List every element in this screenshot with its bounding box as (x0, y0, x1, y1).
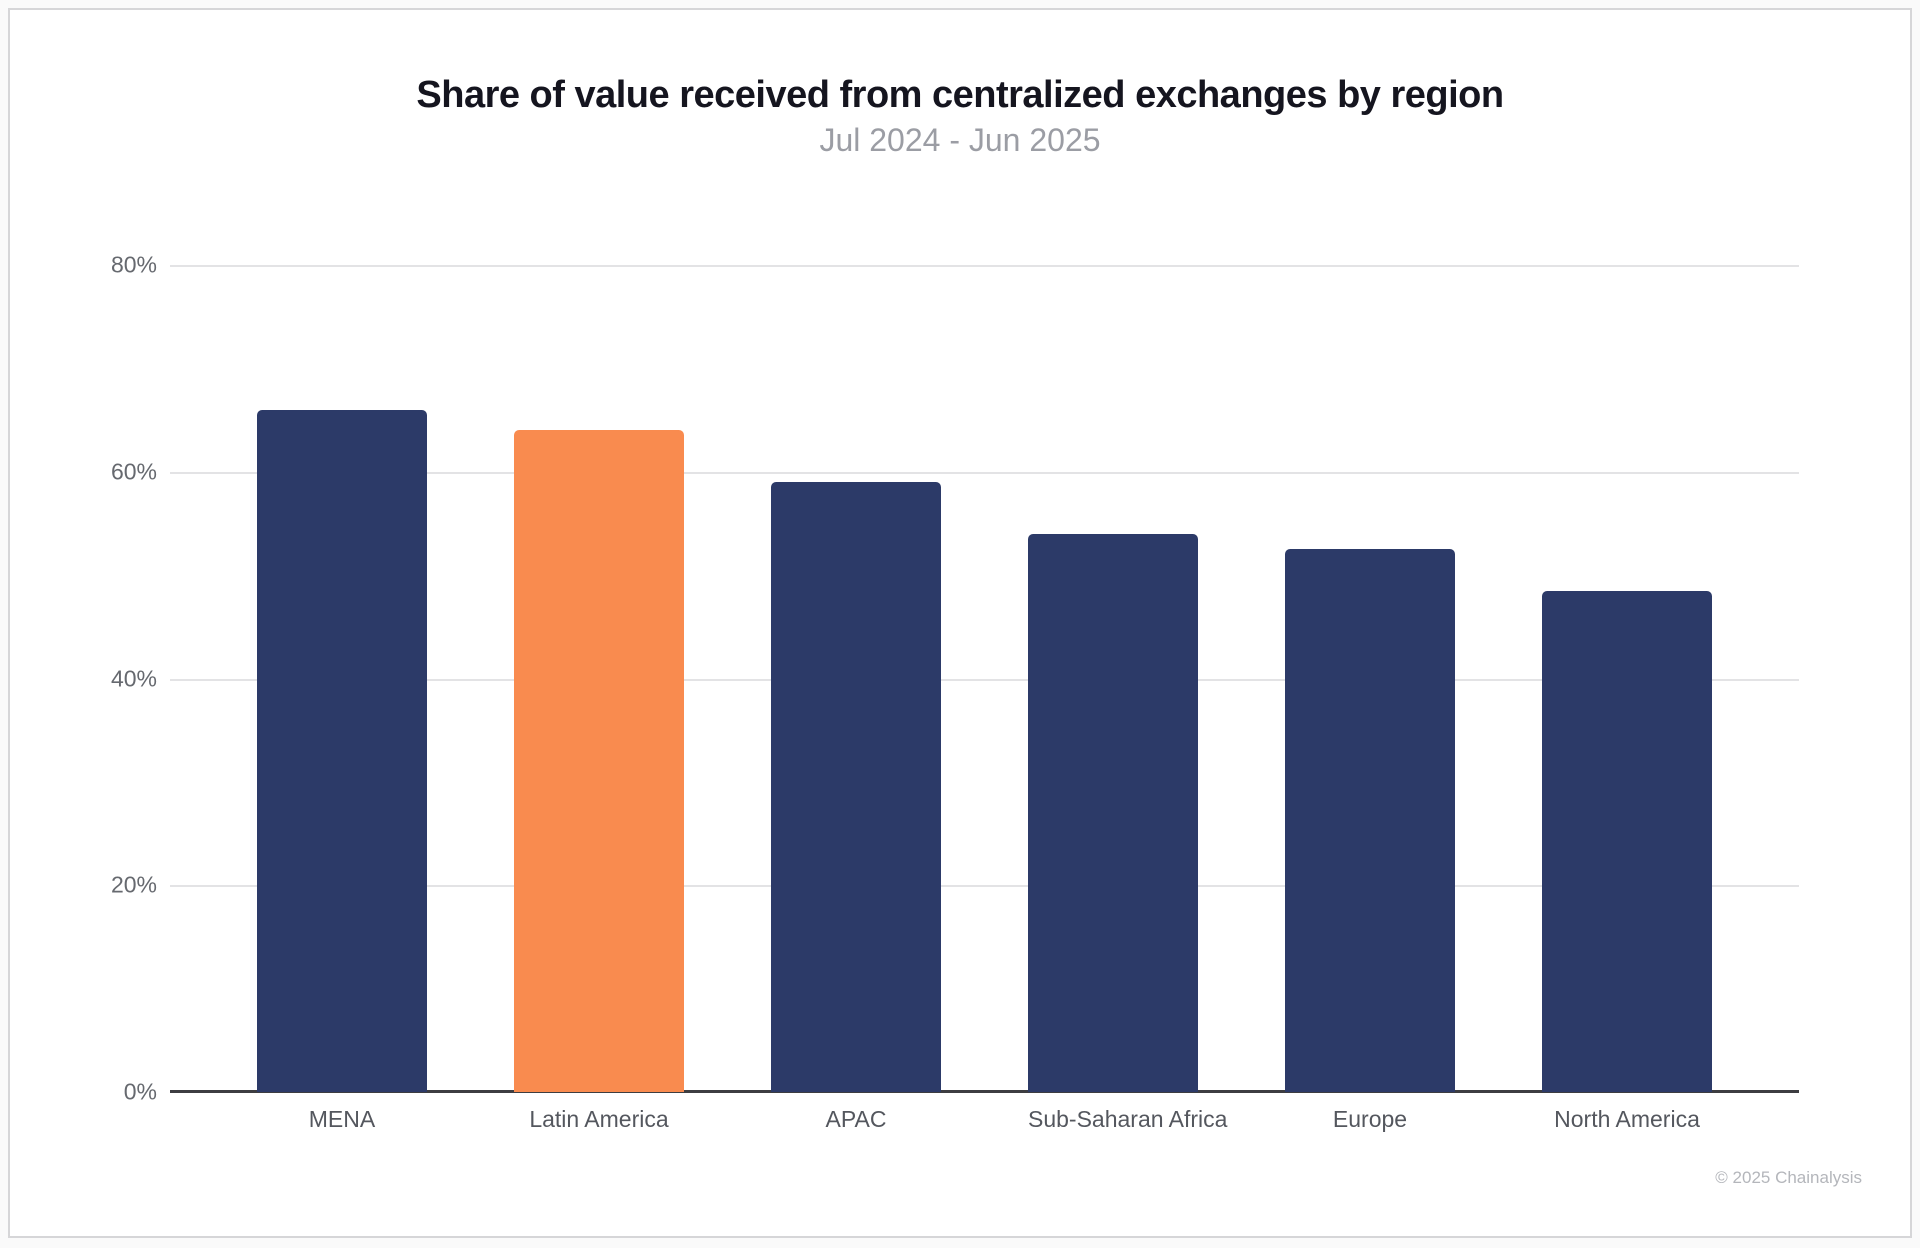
copyright-note: © 2025 Chainalysis (1715, 1168, 1862, 1187)
y-axis: 80% 60% 40% 20% 0% (10, 252, 157, 1105)
x-label-north-america: North America (1554, 1106, 1700, 1132)
y-tick-40: 40% (110, 665, 157, 691)
chart-card: Share of value received from centralized… (8, 8, 1912, 1238)
bar-north-america (1542, 590, 1712, 1092)
bar-mena (257, 409, 427, 1092)
bar-europe (1285, 549, 1455, 1092)
x-label-apac: APAC (825, 1106, 887, 1132)
gridline-40 (170, 678, 1799, 681)
x-axis-labels: MENA Latin America APAC Sub-Saharan Africa E… (170, 1106, 1799, 1133)
y-tick-60: 60% (110, 458, 157, 485)
gridline-60 (170, 471, 1799, 474)
chart-title: Share of value received from centralized… (416, 74, 1504, 116)
plot-area (170, 265, 1799, 1093)
x-label-sub-saharan-africa: Sub-Saharan Africa (1028, 1106, 1228, 1132)
gridline-20 (170, 885, 1799, 888)
x-label-europe: Europe (1332, 1106, 1408, 1132)
x-axis-baseline (170, 1090, 1799, 1093)
y-tick-0: 0% (123, 1078, 157, 1105)
y-tick-20: 20% (110, 871, 157, 898)
gridline-80 (170, 265, 1799, 267)
chart-subtitle: Jul 2024 - Jun 2025 (819, 122, 1101, 158)
bar-latin-america (514, 430, 684, 1092)
x-label-latin-america: Latin America (529, 1106, 669, 1132)
bar-apac (771, 482, 941, 1092)
bars-container (170, 265, 1799, 1092)
x-label-mena: MENA (308, 1106, 376, 1132)
y-tick-80: 80% (110, 251, 157, 278)
bar-sub-saharan-africa (1028, 533, 1198, 1092)
